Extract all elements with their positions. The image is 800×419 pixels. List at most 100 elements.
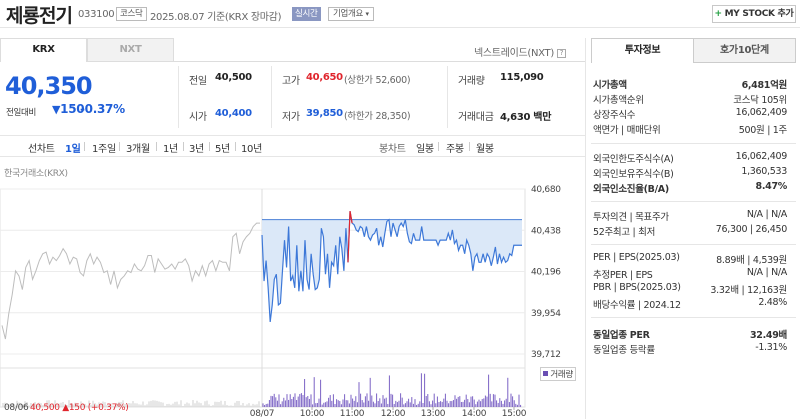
volume-label: 거래량 bbox=[458, 76, 485, 87]
period-10y[interactable]: 10년 bbox=[241, 144, 263, 155]
help-icon[interactable]: ? bbox=[556, 49, 566, 58]
dividend-value: 2.48% bbox=[758, 297, 787, 308]
sector-change-label: 동일업종 등락률 bbox=[593, 345, 655, 356]
foreign-limit-row: 외국인한도주식수(A) 16,062,409 bbox=[593, 151, 788, 165]
sector-change-row: 동일업종 등락률 -1.31% bbox=[593, 342, 787, 356]
x-tick-label: 11:00 bbox=[340, 409, 365, 419]
prev-close-value: 40,500 bbox=[215, 72, 252, 83]
per-value: 8.89배 | 4,539원 bbox=[716, 255, 787, 266]
current-price: 40,350 bbox=[5, 72, 93, 100]
change-value: 150 bbox=[60, 102, 85, 116]
period-5y[interactable]: 5년 bbox=[215, 144, 230, 155]
w52-label: 52주최고 | 최저 bbox=[593, 227, 656, 238]
upper-limit: (상한가 52,600) bbox=[344, 75, 411, 86]
cap-rank-value: 코스닥 105위 bbox=[733, 95, 787, 106]
y-tick-label: 40,680 bbox=[531, 185, 561, 195]
opinion-value: N/A | N/A bbox=[746, 209, 787, 220]
separator bbox=[156, 142, 157, 151]
tab-invest-info[interactable]: 투자정보 bbox=[591, 38, 694, 63]
lower-limit: (하한가 28,350) bbox=[344, 111, 411, 122]
x-tick-label: 12:00 bbox=[381, 409, 406, 419]
foreign-ratio-label: 외국인소진율(B/A) bbox=[593, 184, 669, 195]
volume-legend-label: 거래량 bbox=[550, 370, 573, 380]
period-weekly[interactable]: 주봉 bbox=[446, 144, 464, 155]
per-row: PER | EPS(2025.03) 8.89배 | 4,539원 bbox=[593, 252, 787, 266]
foreign-hold-row: 외국인보유주식수(B) 1,360,533 bbox=[593, 166, 787, 180]
sector-per-row: 동일업종 PER 32.49배 bbox=[593, 327, 787, 341]
pbr-value: 3.32배 | 12,163원 bbox=[710, 285, 787, 296]
separator bbox=[469, 142, 470, 151]
market-cap-row: 시가총액 6,481억원 bbox=[593, 77, 787, 91]
tab-underline bbox=[174, 61, 585, 62]
volume-legend-swatch bbox=[543, 371, 548, 376]
period-1d[interactable]: 1일 bbox=[65, 144, 81, 155]
low-value: 39,850 bbox=[306, 108, 343, 119]
x-tick-label: 13:00 bbox=[421, 409, 446, 419]
y-tick-label: 40,196 bbox=[531, 268, 561, 278]
foreign-limit-value: 16,062,409 bbox=[735, 151, 788, 162]
panel-divider bbox=[585, 38, 586, 419]
period-monthly[interactable]: 월봉 bbox=[476, 144, 494, 155]
open-value: 40,400 bbox=[215, 108, 252, 119]
separator bbox=[84, 142, 85, 151]
opinion-row: 투자의견 | 목표주가 N/A | N/A bbox=[593, 209, 787, 223]
high-spike bbox=[347, 211, 353, 263]
market-tabs: KRX NXT bbox=[0, 38, 174, 62]
dividend-row: 배당수익률 | 2024.12 2.48% bbox=[593, 297, 787, 311]
w52-row: 52주최고 | 최저 76,300 | 26,450 bbox=[593, 224, 788, 238]
low-label: 저가 bbox=[282, 112, 300, 123]
line-chart-label: 선차트 bbox=[28, 144, 55, 155]
volume-value: 115,090 bbox=[500, 72, 544, 83]
company-summary-button[interactable]: 기업개요 ▾ bbox=[328, 7, 374, 21]
nextrade-link[interactable]: 넥스트레이드(NXT)? bbox=[474, 44, 566, 59]
separator bbox=[438, 142, 439, 151]
prev-day-date: 08/06 bbox=[4, 403, 29, 413]
sector-change-value: -1.31% bbox=[755, 342, 787, 353]
volume-bars bbox=[2, 373, 522, 407]
w52-value: 76,300 | 26,450 bbox=[715, 224, 788, 235]
add-mystock-button[interactable]: + MY STOCK 추가 bbox=[712, 5, 796, 23]
volume-legend: 거래량 bbox=[540, 367, 576, 381]
realtime-badge[interactable]: 실시간 bbox=[292, 7, 321, 21]
tab-krx[interactable]: KRX bbox=[0, 38, 87, 62]
candle-chart-label: 봉차트 bbox=[379, 144, 406, 155]
period-1w[interactable]: 1주일 bbox=[92, 144, 116, 155]
tab-nxt[interactable]: NXT bbox=[87, 38, 174, 62]
period-daily[interactable]: 일봉 bbox=[416, 144, 434, 155]
quote-date: 2025.08.07 기준(KRX 장마감) bbox=[150, 12, 282, 23]
company-summary-label: 기업개요 bbox=[333, 9, 364, 19]
divider bbox=[447, 66, 448, 128]
separator bbox=[119, 142, 120, 151]
intraday-chart[interactable]: 40,680 40,438 40,196 39,954 39,712 08/07 10:00… bbox=[0, 180, 585, 419]
period-3m[interactable]: 3개월 bbox=[126, 144, 150, 155]
y-tick-label: 39,954 bbox=[531, 309, 561, 319]
chart-axis: 40,680 40,438 40,196 39,954 39,712 08/07 10:00… bbox=[250, 185, 562, 419]
divider bbox=[591, 244, 796, 245]
period-bar: 선차트 1일 1주일 3개월 1년 3년 5년 10년 봉차트 일봉 주봉 월봉 bbox=[0, 135, 585, 157]
period-3y[interactable]: 3년 bbox=[189, 144, 204, 155]
divider bbox=[178, 66, 179, 128]
market-cap-label: 시가총액 bbox=[593, 80, 627, 91]
today-series bbox=[261, 211, 522, 323]
today-line bbox=[261, 211, 522, 323]
prev-day-series bbox=[1, 222, 260, 340]
open-label: 시가 bbox=[189, 112, 207, 123]
y-tick-label: 40,438 bbox=[531, 226, 561, 236]
today-area bbox=[262, 211, 522, 322]
dividend-label: 배당수익률 | 2024.12 bbox=[593, 300, 681, 311]
separator bbox=[183, 142, 184, 151]
divider bbox=[591, 317, 796, 318]
opinion-label: 투자의견 | 목표주가 bbox=[593, 212, 669, 223]
cap-rank-label: 시가총액순위 bbox=[593, 95, 644, 106]
est-per-value: N/A | N/A bbox=[746, 267, 787, 278]
change-label: 전일대비 bbox=[6, 108, 37, 118]
x-tick-label: 10:00 bbox=[300, 409, 325, 419]
period-1y[interactable]: 1년 bbox=[163, 144, 178, 155]
per-label: PER | EPS(2025.03) bbox=[593, 252, 680, 263]
tab-orderbook[interactable]: 호가10단계 bbox=[693, 38, 796, 63]
plus-icon: + bbox=[714, 9, 723, 19]
foreign-hold-label: 외국인보유주식수(B) bbox=[593, 169, 674, 180]
x-tick-label: 08/07 bbox=[250, 409, 274, 419]
foreign-hold-value: 1,360,533 bbox=[741, 166, 787, 177]
high-label: 고가 bbox=[282, 76, 300, 87]
